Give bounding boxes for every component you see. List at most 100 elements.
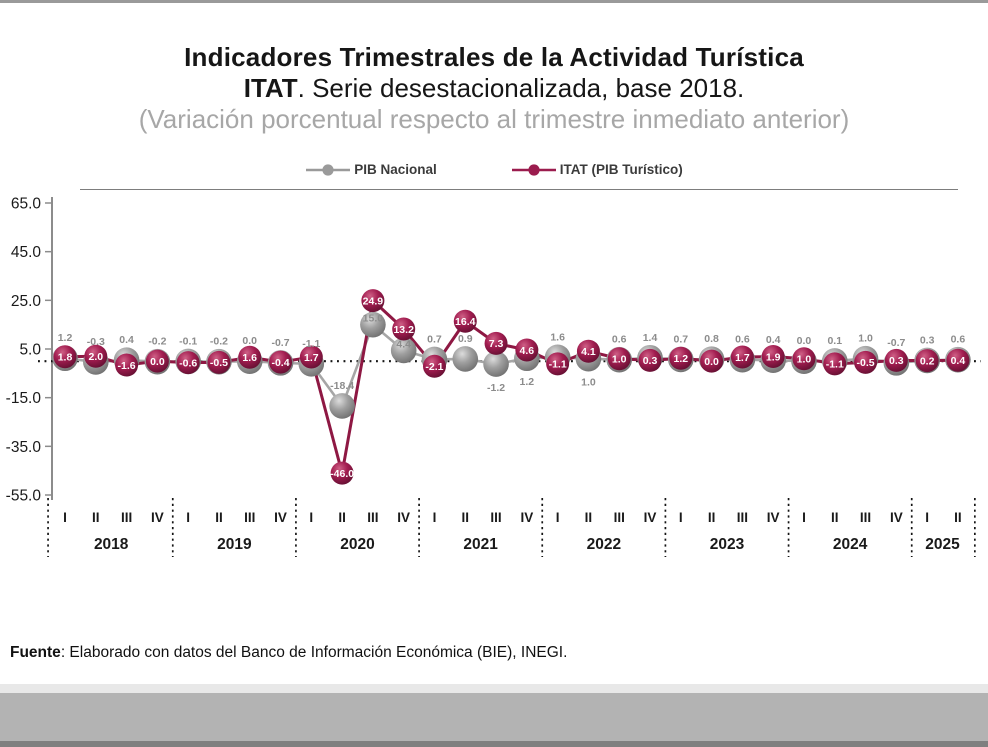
chart-subtitle: ITAT. Serie desestacionalizada, base 201…: [0, 73, 988, 104]
bottom-strip-dark: [0, 741, 988, 747]
legend-item-pib-nacional: PIB Nacional: [305, 162, 437, 177]
x-quarter-label: II: [585, 510, 593, 525]
x-quarter-label: IV: [397, 510, 410, 525]
pib-value-label: -0.7: [271, 337, 289, 349]
pib-marker: [606, 346, 633, 373]
itat-value-label: -0.5: [210, 357, 228, 369]
x-quarter-label: III: [614, 510, 625, 525]
pib-value-label: 0.7: [427, 333, 442, 345]
itat-value-label: 2.0: [88, 351, 103, 363]
x-quarter-label: IV: [767, 510, 780, 525]
y-tick-label: -55.0: [6, 487, 42, 504]
pib-value-label: 0.6: [735, 334, 750, 346]
itat-value-label: 1.7: [735, 352, 750, 364]
bottom-strip-gray: [0, 693, 988, 741]
pib-marker: [206, 348, 232, 375]
itat-value-label: 1.2: [673, 353, 688, 365]
itat-marker: [422, 354, 446, 378]
pib-value-label: 0.3: [920, 334, 935, 346]
x-year-label: 2023: [710, 536, 745, 553]
y-tick-label: -35.0: [6, 439, 42, 456]
legend-label-itat: ITAT (PIB Turístico): [559, 162, 683, 177]
x-quarter-label: II: [708, 510, 716, 525]
itat-value-label: 1.8: [58, 352, 73, 364]
itat-value-label: 0.0: [704, 356, 719, 368]
pib-value-label: 1.6: [550, 331, 565, 343]
chart-subtitle-acronym: ITAT: [243, 73, 298, 103]
itat-value-label: -2.1: [425, 361, 443, 373]
pib-value-label: 0.8: [704, 333, 719, 345]
pib-marker: [883, 350, 910, 376]
pib-value-label: -18.4: [330, 380, 354, 392]
itat-marker: [700, 349, 724, 373]
itat-value-label: 1.0: [797, 354, 812, 366]
x-quarter-label: II: [215, 510, 223, 525]
pib-value-label: 0.6: [951, 334, 966, 346]
x-quarter-label: II: [92, 510, 100, 525]
y-tick-label: 25.0: [11, 293, 42, 310]
pib-series-marker-icon: [306, 163, 351, 176]
pib-value-label: 0.7: [673, 333, 688, 345]
itat-marker: [638, 348, 662, 372]
pib-marker: [698, 346, 725, 373]
x-quarter-label: IV: [644, 510, 657, 525]
itat-value-label: 1.9: [766, 351, 781, 363]
chart-subtitle-rest: . Serie desestacionalizada, base 2018.: [297, 73, 745, 103]
itat-value-label: -1.6: [118, 360, 136, 372]
x-quarter-label: III: [737, 510, 748, 525]
pib-value-label: -1.2: [487, 382, 505, 394]
x-year-label: 2021: [463, 536, 498, 553]
x-quarter-label: I: [433, 510, 437, 525]
y-tick-label: 45.0: [11, 244, 42, 261]
pib-series-line: [64, 322, 958, 409]
x-quarter-label: I: [63, 510, 67, 525]
x-quarter-label: II: [954, 510, 962, 525]
source-note-text: : Elaborado con datos del Banco de Infor…: [60, 644, 568, 661]
itat-marker: [115, 353, 139, 377]
itat-marker: [330, 461, 354, 485]
itat-marker: [946, 348, 970, 372]
pib-marker: [729, 346, 756, 373]
itat-value-label: 4.6: [520, 345, 535, 357]
pib-value-label: -0.3: [87, 336, 105, 348]
pib-value-label: -1.1: [302, 338, 320, 350]
pib-marker: [668, 346, 694, 373]
pib-value-label: 1.0: [858, 333, 873, 345]
itat-value-label: -46.0: [330, 468, 354, 480]
pib-value-label: 1.2: [58, 332, 73, 344]
itat-marker: [53, 345, 77, 369]
pib-marker: [575, 345, 602, 372]
pib-value-label: 1.0: [581, 377, 596, 389]
itat-value-label: 7.3: [489, 338, 504, 350]
itat-marker: [669, 346, 693, 370]
chart-variation-note: (Variación porcentual respecto al trimes…: [138, 104, 850, 134]
itat-value-label: 1.0: [612, 354, 627, 366]
itat-value-label: 1.7: [304, 352, 319, 364]
x-quarter-label: III: [490, 510, 501, 525]
x-quarter-label: II: [338, 510, 346, 525]
itat-value-label: 1.6: [242, 352, 257, 364]
pib-value-label: 0.6: [612, 334, 627, 346]
x-quarter-label: II: [831, 510, 839, 525]
x-quarter-label: IV: [520, 510, 533, 525]
itat-value-label: 24.9: [363, 295, 384, 307]
legend-label-pib: PIB Nacional: [354, 162, 437, 177]
legend-item-itat: ITAT (PIB Turístico): [511, 162, 683, 177]
itat-marker: [361, 289, 385, 313]
itat-marker: [730, 345, 754, 369]
pib-value-label: 1.4: [643, 332, 658, 344]
pib-marker: [821, 348, 848, 374]
itat-marker: [854, 350, 878, 374]
pib-value-label: 0.4: [766, 334, 781, 346]
source-note: Fuente: Elaborado con datos del Banco de…: [10, 644, 980, 662]
pib-marker: [329, 393, 355, 419]
pib-marker: [113, 347, 140, 373]
x-quarter-label: IV: [274, 510, 287, 525]
x-quarter-label: I: [679, 510, 683, 525]
itat-marker: [145, 349, 169, 373]
pib-marker: [544, 344, 571, 371]
pib-value-label: 0.1: [827, 335, 842, 347]
x-quarter-label: I: [309, 510, 313, 525]
itat-value-label: 16.4: [455, 316, 476, 328]
pib-value-label: 0.0: [242, 335, 257, 347]
